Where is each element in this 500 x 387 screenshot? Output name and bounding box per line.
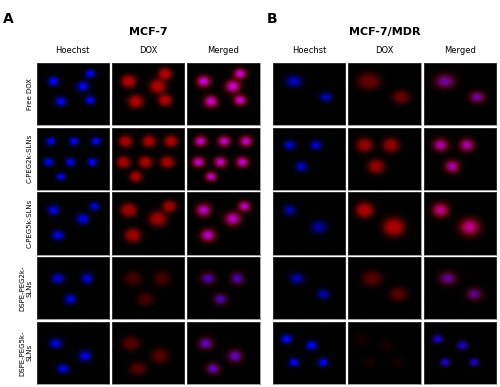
Text: DOX: DOX — [375, 46, 394, 55]
Text: DOX: DOX — [139, 46, 158, 55]
Text: Hoechst: Hoechst — [56, 46, 90, 55]
Text: MCF-7/MDR: MCF-7/MDR — [348, 27, 420, 37]
Text: DSPE-PEG5k-
SLNs: DSPE-PEG5k- SLNs — [20, 330, 32, 375]
Text: DSPE-PEG2k-
SLNs: DSPE-PEG2k- SLNs — [20, 265, 32, 311]
Text: B: B — [267, 12, 278, 26]
Text: Merged: Merged — [208, 46, 240, 55]
Text: A: A — [2, 12, 13, 26]
Text: C-PEG5k-SLNs: C-PEG5k-SLNs — [26, 199, 32, 248]
Text: Merged: Merged — [444, 46, 476, 55]
Text: Hoechst: Hoechst — [292, 46, 326, 55]
Text: C-PEG2k-SLNs: C-PEG2k-SLNs — [26, 134, 32, 183]
Text: Free DOX: Free DOX — [26, 78, 32, 110]
Text: MCF-7: MCF-7 — [129, 27, 168, 37]
